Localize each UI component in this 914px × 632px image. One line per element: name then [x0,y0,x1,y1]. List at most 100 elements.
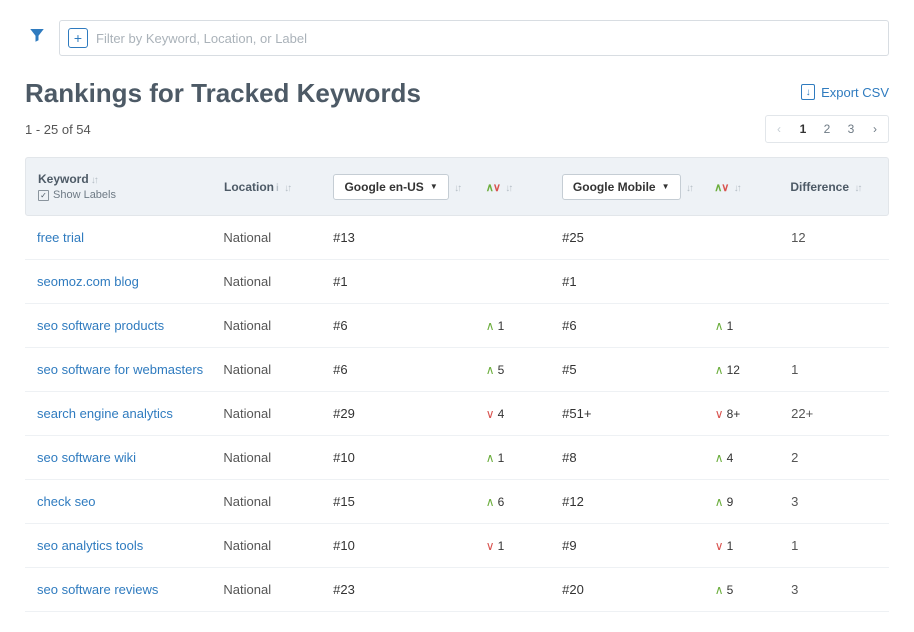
diff-cell: 1 [791,362,877,377]
keyword-link[interactable]: free trial [37,230,84,245]
sort-icon: ↓↑ [854,183,860,194]
pager-prev[interactable]: ‹ [768,118,790,140]
page-title: Rankings for Tracked Keywords [25,78,421,109]
rank2-cell: #8 [562,450,715,465]
col-engine2: Google Mobile ▼ ↓↑ [562,174,714,200]
location-cell: National [223,318,333,333]
sort-icon: ↓↑ [505,183,511,194]
change-up-icon: ∧ [715,583,724,597]
location-cell: National [223,230,333,245]
diff-cell: 2 [791,450,877,465]
diff-cell: 1 [791,538,877,553]
location-cell: National [223,582,333,597]
keyword-link[interactable]: seo software products [37,318,164,333]
keyword-link[interactable]: seo software for webmasters [37,362,203,377]
change2-cell: ∧ 4 [715,451,791,465]
diff-cell: 22+ [791,406,877,421]
change-value: 4 [727,451,734,465]
location-cell: National [223,362,333,377]
download-icon: ↓ [801,84,815,100]
pager-page-1[interactable]: 1 [792,118,814,140]
keyword-link[interactable]: seo software reviews [37,582,158,597]
engine2-dropdown[interactable]: Google Mobile ▼ [562,174,681,200]
sort-icon: ↓↑ [734,183,740,194]
change-value: 5 [498,363,505,377]
change2-cell: ∧ 1 [715,319,791,333]
filter-funnel-icon[interactable] [25,26,49,50]
checkbox-icon: ✓ [38,190,49,201]
change-up-icon: ∧ [715,363,724,377]
change1-cell: ∧ 1 [486,319,562,333]
change-down-icon: ∨ [715,407,724,421]
change-value: 12 [727,363,740,377]
table-row: seo software reviewsNational#23#20∧ 53 [25,568,889,612]
rank1-cell: #10 [333,538,486,553]
rank1-cell: #29 [333,406,486,421]
change-up-icon: ∧ [715,451,724,465]
table-row: free trialNational#13#2512 [25,216,889,260]
change2-cell: ∧ 12 [715,363,791,377]
rank2-cell: #5 [562,362,715,377]
export-csv-button[interactable]: ↓ Export CSV [801,84,889,100]
change-value: 8+ [727,407,741,421]
change-value: 6 [498,495,505,509]
location-cell: National [223,274,333,289]
diff-cell: 3 [791,494,877,509]
change1-cell: ∧ 6 [486,495,562,509]
location-cell: National [223,538,333,553]
col-location[interactable]: Locationi ↓↑ [224,180,333,194]
rank1-cell: #10 [333,450,486,465]
rank1-cell: #6 [333,318,486,333]
engine1-dropdown[interactable]: Google en-US ▼ [333,174,448,200]
pagination: ‹ 1 2 3 › [765,115,889,143]
rank2-cell: #6 [562,318,715,333]
col-change2[interactable]: ∧∨ ↓↑ [714,180,790,194]
filter-bar: + Filter by Keyword, Location, or Label [25,20,889,56]
filter-input-container[interactable]: + Filter by Keyword, Location, or Label [59,20,889,56]
keyword-link[interactable]: seo analytics tools [37,538,143,553]
add-filter-button[interactable]: + [68,28,88,48]
rank1-cell: #23 [333,582,486,597]
rank1-cell: #15 [333,494,486,509]
change-value: 1 [498,319,505,333]
table-row: seomoz.com blogNational#1#1 [25,260,889,304]
rank2-cell: #20 [562,582,715,597]
keyword-link[interactable]: check seo [37,494,96,509]
change-value: 9 [727,495,734,509]
diff-cell: 3 [791,582,877,597]
pager-page-3[interactable]: 3 [840,118,862,140]
keyword-link[interactable]: seo software wiki [37,450,136,465]
change2-cell: ∨ 1 [715,539,791,553]
change-up-icon: ∧ [486,495,495,509]
table-header: Keyword↓↑ ✓ Show Labels Locationi ↓↑ Goo… [25,157,889,216]
change1-cell: ∨ 4 [486,407,562,421]
col-keyword[interactable]: Keyword↓↑ ✓ Show Labels [38,172,224,201]
table-row: check seoNational#15∧ 6#12∧ 93 [25,480,889,524]
rank2-cell: #25 [562,230,715,245]
keyword-link[interactable]: search engine analytics [37,406,173,421]
sort-icon: ↓↑ [284,183,290,194]
filter-placeholder: Filter by Keyword, Location, or Label [96,31,307,46]
col-difference[interactable]: Difference ↓↑ [790,180,876,194]
show-labels-toggle[interactable]: ✓ Show Labels [38,189,216,201]
change-down-icon: ∨ [486,407,495,421]
pager-page-2[interactable]: 2 [816,118,838,140]
sort-icon: ↓↑ [91,175,97,186]
result-count: 1 - 25 of 54 [25,122,91,137]
col-engine1: Google en-US ▼ ↓↑ [333,174,485,200]
page-header: Rankings for Tracked Keywords ↓ Export C… [25,78,889,109]
pager-next[interactable]: › [864,118,886,140]
change-value: 5 [727,583,734,597]
diff-cell: 12 [791,230,877,245]
change-value: 4 [498,407,505,421]
sort-icon[interactable]: ↓↑ [454,183,460,194]
export-label: Export CSV [821,85,889,100]
col-change1[interactable]: ∧∨ ↓↑ [486,180,562,194]
sort-icon[interactable]: ↓↑ [686,183,692,194]
change2-cell: ∧ 5 [715,583,791,597]
table-row: seo software wikiNational#10∧ 1#8∧ 42 [25,436,889,480]
change-arrows-icon: ∧∨ [486,182,500,194]
change1-cell: ∧ 5 [486,363,562,377]
keyword-link[interactable]: seomoz.com blog [37,274,139,289]
rank1-cell: #1 [333,274,486,289]
